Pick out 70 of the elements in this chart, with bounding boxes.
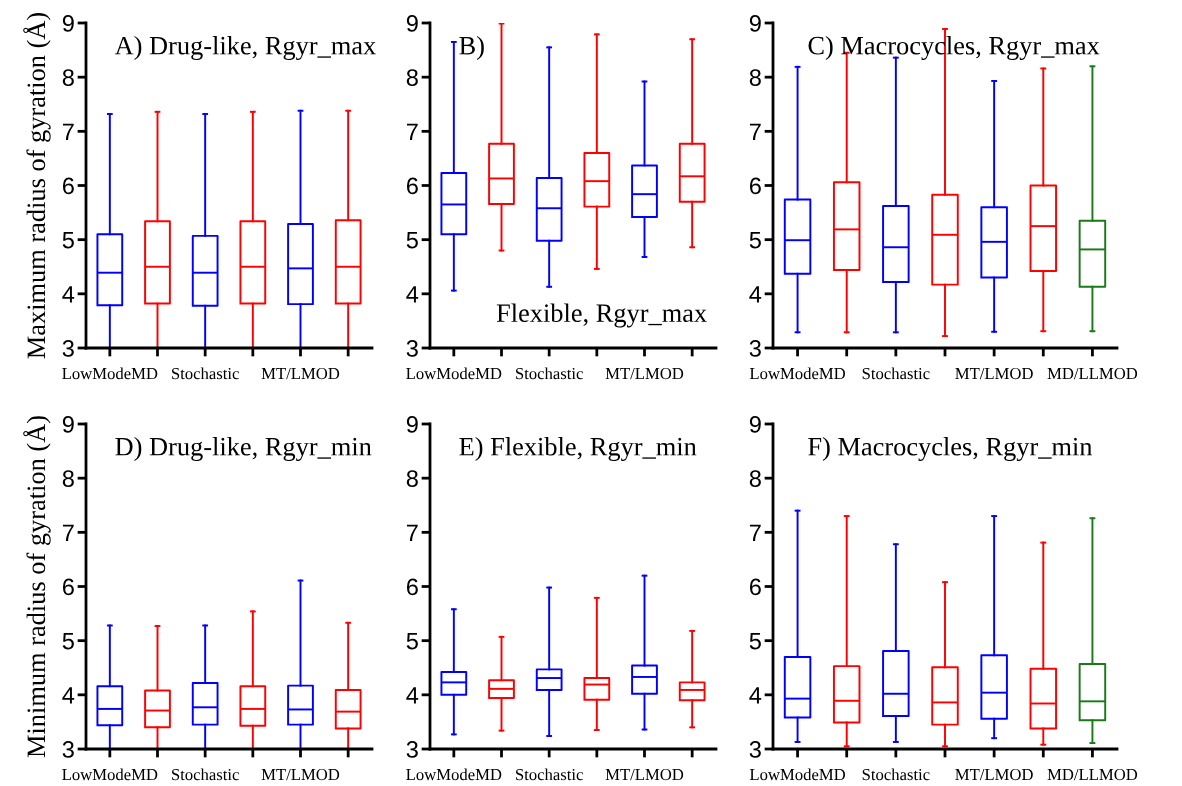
y-tick-label: 4 [406, 286, 419, 303]
y-tick-label: 7 [406, 123, 418, 140]
y-tick-label: 3 [749, 340, 761, 357]
y-tick-label: 3 [62, 741, 74, 758]
chart-title: F) Macrocycles, Rgyr_min [808, 437, 1093, 462]
y-axis-title: Maximum radius of gyration (Å) [23, 12, 51, 359]
y-tick-label: 5 [749, 632, 761, 650]
y-tick-label: 8 [749, 69, 761, 86]
x-tick-label: LowModeMD [749, 768, 846, 781]
y-tick-label: 7 [62, 123, 74, 140]
y-tick-label: 4 [406, 687, 419, 704]
y-tick-label: 5 [62, 632, 74, 650]
x-tick-label: MT/LMOD [261, 367, 340, 380]
y-tick-label: 6 [749, 177, 761, 195]
y-tick-label: 3 [406, 741, 418, 758]
x-tick-label: LowModeMD [749, 367, 846, 380]
x-tick-label: MT/LMOD [955, 367, 1033, 380]
chart-title: D) Drug-like, Rgyr_min [115, 437, 372, 462]
x-tick-label: Stochastic [172, 768, 239, 781]
x-tick-label: Stochastic [516, 367, 583, 380]
y-tick-label: 9 [749, 416, 761, 433]
y-tick-label: 7 [749, 524, 761, 541]
y-tick-label: 4 [749, 286, 762, 303]
y-tick-label: 6 [62, 177, 74, 195]
x-tick-label: Stochastic [516, 768, 583, 781]
chart-title: E) Flexible, Rgyr_min [459, 437, 697, 462]
annotation: Flexible, Rgyr_max [496, 303, 707, 328]
chart-title: B) [459, 36, 484, 60]
y-tick-label: 6 [62, 578, 74, 596]
x-tick-label: MT/LMOD [955, 768, 1033, 781]
chart-title: A) Drug-like, Rgyr_max [114, 36, 376, 61]
y-tick-label: 9 [749, 15, 761, 32]
y-tick-label: 6 [406, 578, 418, 596]
y-tick-label: 4 [62, 286, 75, 303]
y-tick-label: 8 [62, 69, 74, 86]
x-tick-label: MT/LMOD [605, 768, 684, 781]
y-tick-label: 5 [62, 231, 74, 249]
y-tick-label: 6 [406, 177, 418, 195]
x-tick-label: Stochastic [862, 367, 930, 380]
x-tick-label: LowModeMD [62, 768, 158, 781]
y-tick-label: 9 [406, 416, 418, 433]
y-tick-label: 3 [62, 340, 74, 357]
x-tick-label: LowModeMD [62, 367, 158, 380]
y-tick-label: 5 [406, 632, 418, 650]
x-tick-label: MD/LLMOD [1047, 367, 1138, 380]
y-tick-label: 3 [749, 741, 761, 758]
y-tick-label: 7 [62, 524, 74, 541]
y-tick-label: 3 [406, 340, 418, 357]
y-tick-label: 5 [406, 231, 418, 249]
y-tick-label: 8 [749, 470, 761, 487]
y-tick-label: 9 [406, 15, 418, 32]
y-tick-label: 4 [749, 687, 762, 704]
x-tick-label: Stochastic [172, 367, 239, 380]
y-tick-label: 7 [406, 524, 418, 541]
x-tick-label: MT/LMOD [261, 768, 340, 781]
y-axis-title: Minimum radius of gyration (Å) [23, 416, 51, 758]
y-tick-label: 8 [62, 470, 74, 487]
x-tick-label: MD/LLMOD [1047, 768, 1138, 781]
y-tick-label: 6 [749, 578, 761, 596]
y-tick-label: 7 [749, 123, 761, 140]
x-tick-label: LowModeMD [406, 768, 502, 781]
y-tick-label: 9 [62, 416, 74, 433]
x-tick-label: MT/LMOD [605, 367, 684, 380]
x-tick-label: Stochastic [862, 768, 930, 781]
y-tick-label: 4 [62, 687, 75, 704]
y-tick-label: 8 [406, 470, 418, 487]
y-tick-label: 5 [749, 231, 761, 249]
y-tick-label: 9 [62, 15, 74, 32]
y-tick-label: 8 [406, 69, 418, 86]
x-tick-label: LowModeMD [406, 367, 502, 380]
